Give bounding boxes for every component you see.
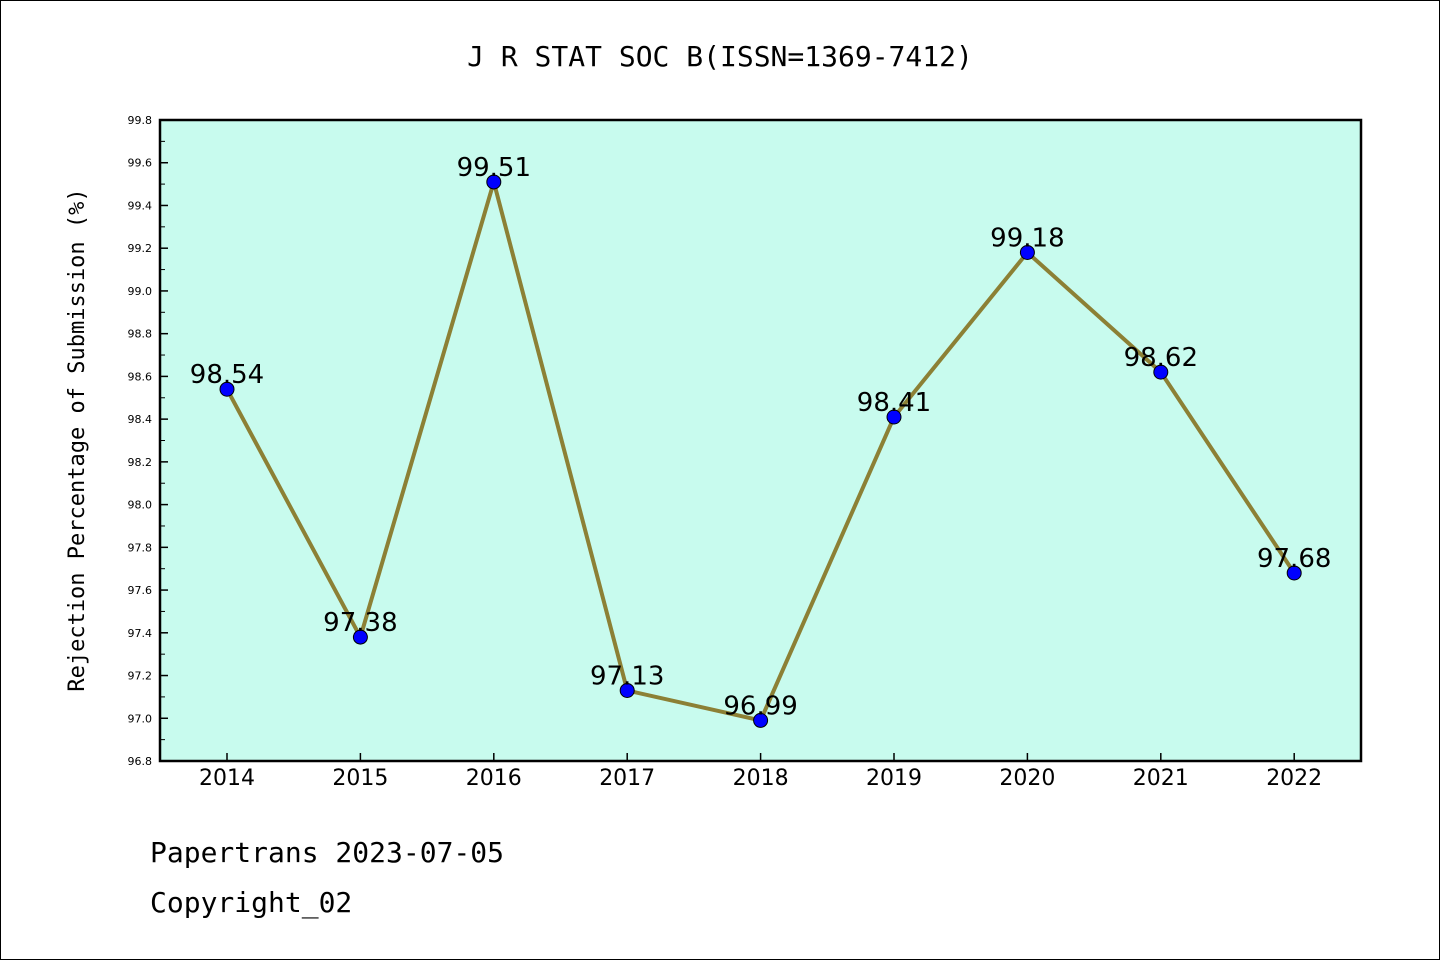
- x-axis-ticks: 2014 2015 2016 2017 2018 2019 2020 2021 2022: [199, 753, 1322, 791]
- y-tick-label: 98.6: [128, 370, 153, 383]
- y-tick-label: 99.2: [128, 242, 153, 255]
- y-tick-label: 98.4: [128, 413, 153, 426]
- x-tick-label: 2021: [1133, 766, 1189, 791]
- x-tick-label: 2017: [599, 766, 655, 791]
- y-tick-label: 98.8: [128, 328, 153, 341]
- data-label: 98.54: [190, 360, 264, 390]
- footer-date-line: Papertrans 2023-07-05: [150, 836, 505, 869]
- data-point: [619, 682, 635, 698]
- x-tick-label: 2014: [199, 766, 255, 791]
- data-label: 98.41: [857, 388, 931, 418]
- y-tick-label: 98.2: [128, 456, 153, 469]
- data-point: [1019, 244, 1035, 260]
- data-labels: 98.54 97.38 99.51 97.13 96.99 98.41 99.18 98.62…: [190, 153, 1332, 721]
- data-label: 97.38: [323, 608, 397, 638]
- y-tick-label: 97.6: [128, 584, 153, 597]
- chart-title: J R STAT SOC B(ISSN=1369-7412): [467, 40, 973, 73]
- y-tick-label: 97.0: [128, 712, 153, 725]
- data-label: 99.51: [457, 153, 531, 183]
- data-point: [753, 712, 769, 728]
- y-tick-label: 99.6: [128, 157, 153, 170]
- data-point: [1153, 364, 1169, 380]
- y-axis-label: Rejection Percentage of Submission (%): [65, 188, 90, 691]
- y-axis-ticks: 96.8 97.0 97.2 97.4 97.6 97.8 98.0 98.2 98.4 98.6…: [128, 114, 168, 768]
- data-label: 97.13: [590, 661, 664, 691]
- data-label: 96.99: [723, 691, 797, 721]
- y-tick-label: 97.2: [128, 670, 153, 683]
- x-tick-label: 2020: [999, 766, 1055, 791]
- x-tick-label: 2016: [466, 766, 522, 791]
- plot-area: [158, 118, 1363, 763]
- y-tick-label: 97.8: [128, 541, 153, 554]
- y-tick-label: 99.0: [128, 285, 153, 298]
- data-point: [352, 629, 368, 645]
- y-tick-label: 99.8: [128, 114, 153, 127]
- data-point: [1286, 565, 1302, 581]
- footer-copyright: Copyright_02: [150, 886, 353, 919]
- x-tick-label: 2022: [1266, 766, 1322, 791]
- data-point: [219, 381, 235, 397]
- data-label: 99.18: [990, 223, 1064, 253]
- x-tick-label: 2018: [733, 766, 789, 791]
- y-tick-label: 97.4: [128, 627, 153, 640]
- data-point: [886, 409, 902, 425]
- data-point: [486, 174, 502, 190]
- y-tick-label: 96.8: [128, 755, 153, 768]
- data-label: 97.68: [1257, 544, 1331, 574]
- x-tick-label: 2019: [866, 766, 922, 791]
- y-tick-label: 99.4: [128, 199, 153, 212]
- data-series: [219, 174, 1302, 728]
- data-label: 98.62: [1124, 343, 1198, 373]
- y-tick-label: 98.0: [128, 499, 153, 512]
- x-tick-label: 2015: [332, 766, 388, 791]
